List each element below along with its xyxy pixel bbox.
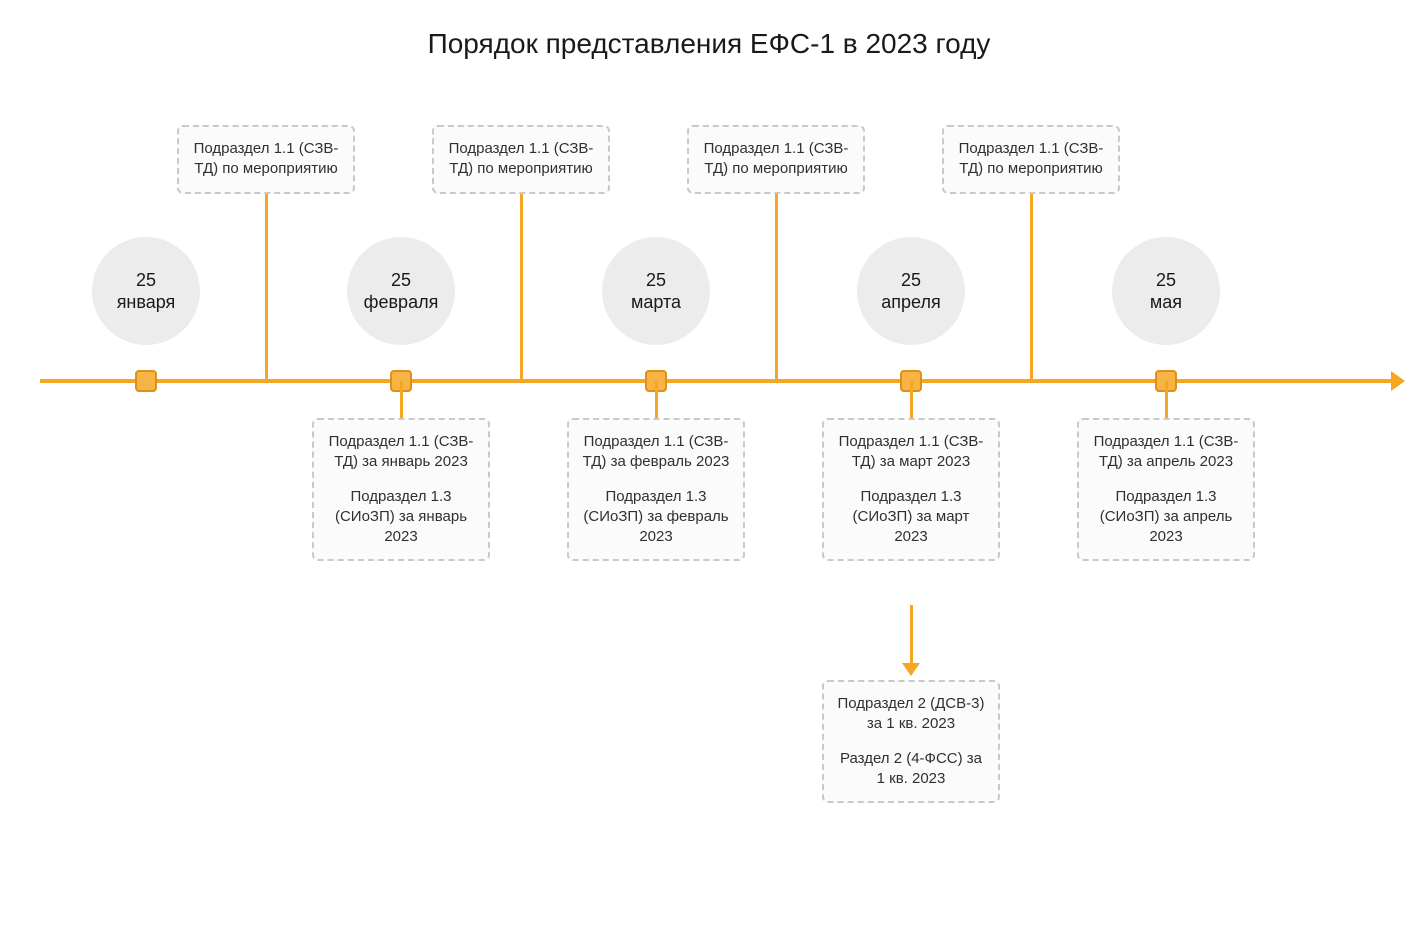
month-day: 25 <box>1156 270 1176 290</box>
task-text: Подраздел 1.1 (СЗВ-ТД) по мероприятию <box>444 139 598 180</box>
top-task-box: Подраздел 1.1 (СЗВ-ТД) по мероприятию <box>942 125 1120 194</box>
task-text: Подраздел 1.3 (СИоЗП) за март 2023 <box>834 487 988 548</box>
connector-top <box>265 192 268 381</box>
connector-bottom <box>1165 381 1168 418</box>
month-day: 25 <box>391 270 411 290</box>
month-name: мая <box>1150 292 1182 312</box>
task-text: Подраздел 1.1 (СЗВ-ТД) за март 2023 <box>834 432 988 473</box>
task-text: Раздел 2 (4-ФСС) за 1 кв. 2023 <box>834 749 988 790</box>
connector-bottom <box>400 381 403 418</box>
month-day: 25 <box>136 270 156 290</box>
task-text: Подраздел 1.1 (СЗВ-ТД) за февраль 2023 <box>579 432 733 473</box>
task-text: Подраздел 1.1 (СЗВ-ТД) по мероприятию <box>189 139 343 180</box>
connector-top <box>1030 192 1033 381</box>
task-text: Подраздел 1.3 (СИоЗП) за январь 2023 <box>324 487 478 548</box>
top-task-box: Подраздел 1.1 (СЗВ-ТД) по мероприятию <box>177 125 355 194</box>
month-node-march: 25марта <box>602 237 710 345</box>
top-task-box: Подраздел 1.1 (СЗВ-ТД) по мероприятию <box>432 125 610 194</box>
page-title: Порядок представления ЕФС-1 в 2023 году <box>0 28 1418 60</box>
bottom-task-box: Подраздел 1.1 (СЗВ-ТД) за январь 2023 По… <box>312 418 490 561</box>
month-node-january: 25января <box>92 237 200 345</box>
month-name: января <box>117 292 176 312</box>
extra-arrow-shaft <box>910 605 913 665</box>
quarterly-task-box: Подраздел 2 (ДСВ-3) за 1 кв. 2023 Раздел… <box>822 680 1000 803</box>
bottom-task-box: Подраздел 1.1 (СЗВ-ТД) за март 2023 Подр… <box>822 418 1000 561</box>
task-text: Подраздел 1.1 (СЗВ-ТД) за январь 2023 <box>324 432 478 473</box>
month-node-february: 25февраля <box>347 237 455 345</box>
timeline-axis <box>40 379 1393 383</box>
connector-bottom <box>910 381 913 418</box>
task-text: Подраздел 1.1 (СЗВ-ТД) за апрель 2023 <box>1089 432 1243 473</box>
timeline-diagram: Порядок представления ЕФС-1 в 2023 году … <box>0 0 1418 947</box>
task-text: Подраздел 1.3 (СИоЗП) за апрель 2023 <box>1089 487 1243 548</box>
month-name: марта <box>631 292 681 312</box>
month-node-may: 25мая <box>1112 237 1220 345</box>
month-day: 25 <box>646 270 666 290</box>
connector-bottom <box>655 381 658 418</box>
axis-marker <box>135 370 157 392</box>
month-name: апреля <box>881 292 940 312</box>
connector-top <box>775 192 778 381</box>
top-task-box: Подраздел 1.1 (СЗВ-ТД) по мероприятию <box>687 125 865 194</box>
bottom-task-box: Подраздел 1.1 (СЗВ-ТД) за февраль 2023 П… <box>567 418 745 561</box>
arrow-down-icon <box>902 663 920 676</box>
month-name: февраля <box>364 292 439 312</box>
task-text: Подраздел 1.1 (СЗВ-ТД) по мероприятию <box>699 139 853 180</box>
task-text: Подраздел 2 (ДСВ-3) за 1 кв. 2023 <box>834 694 988 735</box>
month-node-april: 25апреля <box>857 237 965 345</box>
axis-arrowhead-icon <box>1391 371 1405 391</box>
connector-top <box>520 192 523 381</box>
task-text: Подраздел 1.3 (СИоЗП) за февраль 2023 <box>579 487 733 548</box>
task-text: Подраздел 1.1 (СЗВ-ТД) по мероприятию <box>954 139 1108 180</box>
month-day: 25 <box>901 270 921 290</box>
bottom-task-box: Подраздел 1.1 (СЗВ-ТД) за апрель 2023 По… <box>1077 418 1255 561</box>
